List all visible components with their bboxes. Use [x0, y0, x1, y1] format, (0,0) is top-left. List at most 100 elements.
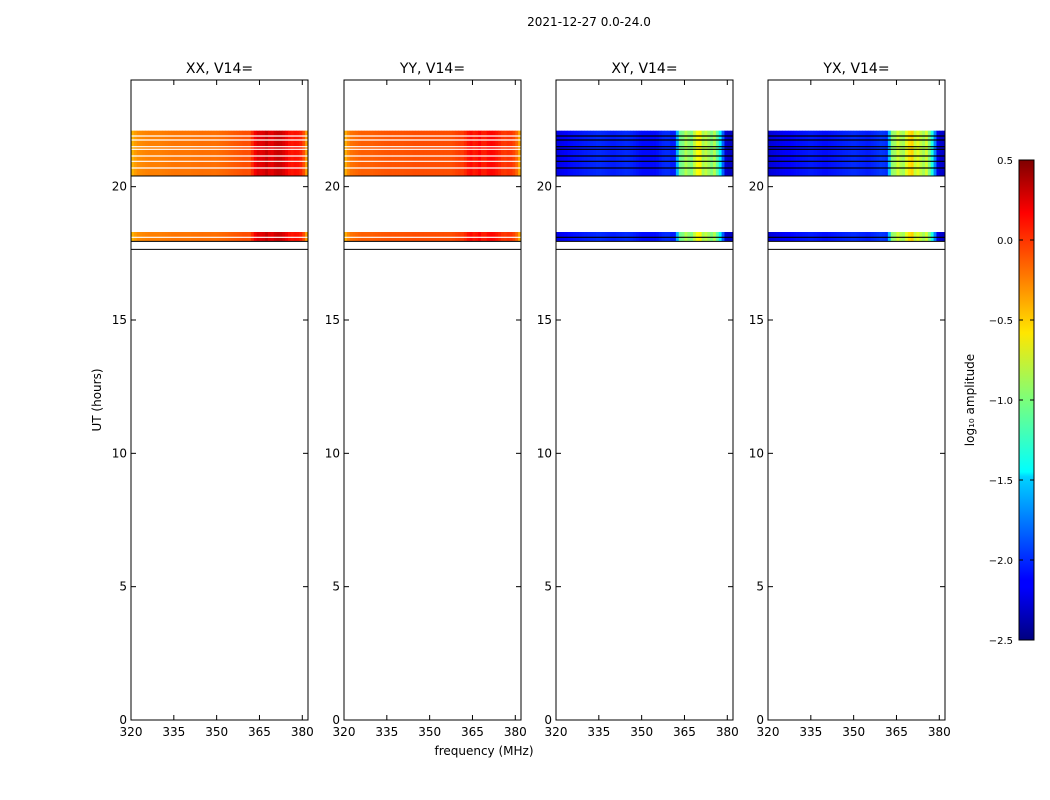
heatmap-cell [506, 130, 510, 176]
heatmap-cell [219, 232, 223, 242]
y-tick-label: 20 [749, 180, 764, 194]
heatmap-cell [478, 232, 482, 242]
heatmap-cell [236, 232, 240, 242]
heatmap-cell [492, 232, 496, 242]
heatmap-cell [879, 232, 883, 242]
heatmap-cell [613, 130, 617, 176]
heatmap-cell [389, 232, 393, 242]
heatmap-cell [584, 130, 588, 176]
heatmap-cell [561, 130, 565, 176]
x-tick-label: 365 [248, 725, 271, 739]
heatmap-cell [621, 232, 625, 242]
heatmap-cell [441, 130, 445, 176]
heatmap-cell [395, 232, 399, 242]
heatmap-cell [807, 232, 812, 242]
heatmap-cell [607, 130, 611, 176]
heatmap-cell [415, 232, 419, 242]
heatmap-cell [386, 130, 391, 176]
x-tick-label: 350 [842, 725, 865, 739]
heatmap-cell [936, 130, 940, 176]
panels-container: XX, V14= 320 335 350 365 380 0 5 10 15 20 YY, V14= 3… [112, 61, 951, 739]
heatmap-cell [361, 232, 365, 242]
x-tick-label: 350 [630, 725, 653, 739]
heatmap-cell [710, 232, 714, 242]
x-tick-label: 380 [716, 725, 739, 739]
x-tick-label: 335 [799, 725, 822, 739]
heatmap-cell [942, 130, 946, 176]
heatmap-cell [225, 232, 229, 242]
x-tick-label: 320 [120, 725, 143, 739]
heatmap-cell [595, 232, 600, 242]
heatmap-cell [210, 232, 215, 242]
heatmap-cell [228, 232, 232, 242]
heatmap-cell [644, 130, 648, 176]
y-tick-label: 5 [119, 580, 127, 594]
heatmap-cell [913, 232, 917, 242]
heatmap-cell [927, 130, 932, 176]
colorbar-tick-label: −1.5 [989, 476, 1013, 487]
heatmap-cell [687, 232, 691, 242]
heatmap-cell [627, 232, 631, 242]
heatmap-cell [378, 232, 382, 242]
heatmap-cell [518, 130, 522, 176]
heatmap-cell [239, 232, 243, 242]
heatmap-cell [449, 130, 453, 176]
heatmap-cell [839, 130, 843, 176]
heatmap-cell [162, 130, 166, 176]
x-tick-label: 320 [545, 725, 568, 739]
heatmap-cell [472, 232, 476, 242]
heatmap-cell [836, 232, 840, 242]
heatmap-cell [381, 232, 385, 242]
heatmap-cell [142, 130, 146, 176]
heatmap-cell [293, 232, 297, 242]
heatmap-cell [558, 130, 563, 176]
heatmap-cell [787, 130, 792, 176]
heatmap-cell [593, 130, 597, 176]
heatmap-cell [779, 232, 783, 242]
panel-background [768, 80, 945, 720]
heatmap-cell [810, 130, 815, 176]
heatmap-cell [279, 130, 283, 176]
heatmap-cell [885, 130, 889, 176]
colorbar-label: log₁₀ amplitude [963, 354, 977, 446]
heatmap-cell [675, 232, 680, 242]
heatmap-cell [667, 130, 671, 176]
heatmap-cell [862, 232, 866, 242]
heatmap-cell [185, 232, 189, 242]
heatmap-cell [418, 130, 422, 176]
heatmap-cell [363, 130, 368, 176]
heatmap-cell [910, 232, 914, 242]
heatmap-cell [590, 232, 594, 242]
heatmap-cell [375, 232, 379, 242]
heatmap-cell [423, 130, 428, 176]
colorbar-tick-label: −2.5 [989, 636, 1013, 647]
heatmap-cell [165, 130, 169, 176]
heatmap-cell [899, 232, 903, 242]
heatmap-cell [867, 232, 872, 242]
heatmap-cell [503, 232, 508, 242]
heatmap-cell [655, 232, 660, 242]
heatmap-cell [446, 232, 451, 242]
heatmap-cell [678, 130, 683, 176]
heatmap-cell [253, 232, 258, 242]
heatmap-cell [288, 130, 292, 176]
heatmap-cell [796, 130, 800, 176]
heatmap-cell [245, 232, 249, 242]
heatmap-cell [415, 130, 419, 176]
heatmap-cell [375, 130, 379, 176]
heatmap-cell [687, 130, 691, 176]
heatmap-cell [170, 130, 175, 176]
heatmap-cell [435, 130, 439, 176]
heatmap-cell [136, 130, 140, 176]
heatmap-cell [584, 232, 588, 242]
heatmap-cell [870, 232, 875, 242]
x-tick-label: 335 [162, 725, 185, 739]
heatmap-cell [481, 130, 485, 176]
heatmap-cell [150, 232, 155, 242]
heatmap-cell [501, 130, 505, 176]
heatmap-cell [613, 232, 617, 242]
heatmap-cell [770, 130, 775, 176]
x-tick-label: 365 [461, 725, 484, 739]
heatmap-cell [392, 130, 396, 176]
heatmap-cell [890, 232, 895, 242]
